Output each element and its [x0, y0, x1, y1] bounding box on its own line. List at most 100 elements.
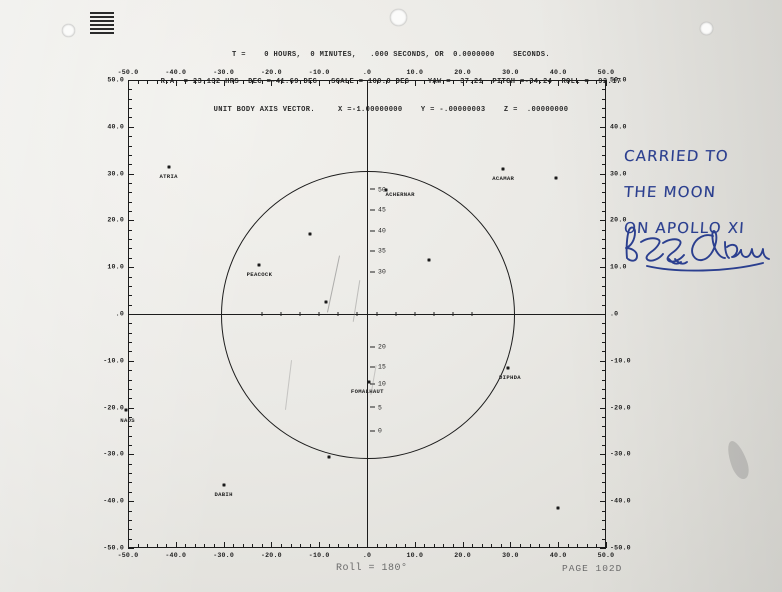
axis-tick — [166, 544, 168, 548]
inner-scale-tick — [376, 312, 378, 316]
x-tick-label: 30.0 — [502, 552, 519, 559]
axis-tick — [204, 80, 206, 84]
x-tick-label: .0 — [362, 552, 372, 559]
axis-tick — [147, 544, 149, 548]
axis-tick — [596, 544, 598, 548]
inner-scale-label: 10 — [370, 381, 386, 388]
axis-tick — [567, 544, 569, 548]
axis-tick — [128, 98, 132, 100]
axis-tick — [261, 80, 263, 84]
axis-tick — [602, 491, 606, 493]
axis-tick — [214, 544, 216, 548]
axis-tick — [602, 529, 606, 531]
axis-tick — [300, 544, 302, 548]
axis-tick — [567, 80, 569, 84]
axis-tick — [443, 80, 445, 84]
inner-scale-label: 5 — [370, 404, 382, 411]
axis-tick — [602, 229, 606, 231]
axis-tick — [453, 80, 455, 84]
page-label: PAGE 102D — [562, 563, 623, 574]
axis-tick — [338, 544, 340, 548]
star-label-atria: ATRIA — [159, 172, 178, 180]
axis-tick — [600, 220, 606, 222]
x-tick-label: 50.0 — [597, 69, 615, 76]
axis-tick — [271, 80, 273, 86]
axis-tick — [510, 80, 512, 86]
x-tick-label: -50.0 — [117, 552, 139, 559]
axis-tick — [290, 80, 292, 84]
axis-tick — [433, 80, 435, 84]
axis-tick — [347, 544, 349, 548]
star-marker-diphda — [506, 366, 510, 370]
axis-tick — [602, 351, 606, 353]
x-tick-label: -50.0 — [117, 69, 139, 76]
inner-scale-tick — [356, 312, 358, 316]
axis-tick — [128, 173, 134, 175]
y-tick-label: -20.0 — [610, 404, 631, 412]
star-label-diphda: DIPHDA — [499, 373, 521, 381]
axis-tick — [137, 544, 139, 548]
axis-tick — [602, 519, 606, 521]
y-tick-label: 10.0 — [610, 263, 627, 271]
axis-tick — [500, 80, 502, 84]
header-line-ra-dec: R.A. = 23.132 HRS DEC =-41.69 DEG SCALE … — [160, 78, 622, 87]
axis-tick — [606, 542, 607, 548]
axis-tick — [600, 454, 606, 456]
x-tick-label: -40.0 — [165, 552, 187, 559]
axis-tick — [194, 80, 196, 84]
y-tick-label: 20.0 — [610, 216, 627, 224]
inner-scale-label: 20 — [370, 343, 386, 350]
axis-tick — [300, 80, 302, 84]
inner-scale-label: 35 — [370, 248, 386, 255]
axis-tick — [602, 192, 606, 194]
axis-tick — [519, 80, 521, 84]
axis-tick — [519, 544, 521, 548]
axis-tick — [214, 80, 216, 84]
inner-scale-tick — [280, 312, 282, 316]
axis-tick — [602, 398, 606, 400]
axis-tick — [602, 332, 606, 334]
axis-tick — [424, 544, 426, 548]
axis-tick — [481, 80, 483, 84]
axis-tick — [558, 80, 560, 86]
axis-tick — [252, 80, 254, 84]
axis-tick — [128, 211, 132, 213]
star-marker — [327, 455, 331, 459]
inner-scale-tick — [299, 312, 301, 316]
axis-tick — [242, 80, 244, 84]
axis-tick — [577, 544, 579, 548]
axis-tick — [128, 491, 132, 493]
y-tick-label: 10.0 — [107, 263, 124, 271]
axis-tick — [602, 379, 606, 381]
axis-tick — [602, 136, 606, 138]
y-tick-label: -30.0 — [610, 450, 631, 458]
star-label-achernar: ACHERNAR — [385, 190, 415, 198]
axis-tick — [453, 544, 455, 548]
inner-scale-tick — [471, 312, 473, 316]
y-tick-label: -40.0 — [103, 497, 124, 505]
inner-scale-label: 15 — [370, 364, 386, 371]
axis-tick — [602, 473, 606, 475]
x-tick-label: -10.0 — [308, 69, 330, 76]
axis-tick — [600, 314, 606, 315]
inner-scale-tick — [395, 312, 397, 316]
axis-tick — [128, 388, 132, 390]
axis-tick — [338, 80, 340, 84]
axis-tick — [376, 544, 378, 548]
axis-tick — [128, 314, 134, 315]
x-tick-label: 20.0 — [454, 552, 471, 559]
axis-tick — [147, 80, 149, 84]
axis-tick — [558, 542, 560, 548]
axis-tick — [414, 542, 416, 548]
axis-tick — [586, 80, 588, 84]
axis-tick — [128, 473, 132, 475]
axis-tick — [128, 248, 132, 250]
axis-tick — [128, 538, 132, 540]
axis-tick — [128, 108, 132, 110]
x-tick-label: -30.0 — [213, 69, 234, 76]
y-tick-label: -10.0 — [103, 357, 124, 365]
y-tick-label: 50.0 — [610, 76, 627, 84]
axis-tick — [128, 182, 132, 184]
axis-tick — [602, 154, 606, 156]
inner-scale-label: 50 — [370, 186, 386, 193]
